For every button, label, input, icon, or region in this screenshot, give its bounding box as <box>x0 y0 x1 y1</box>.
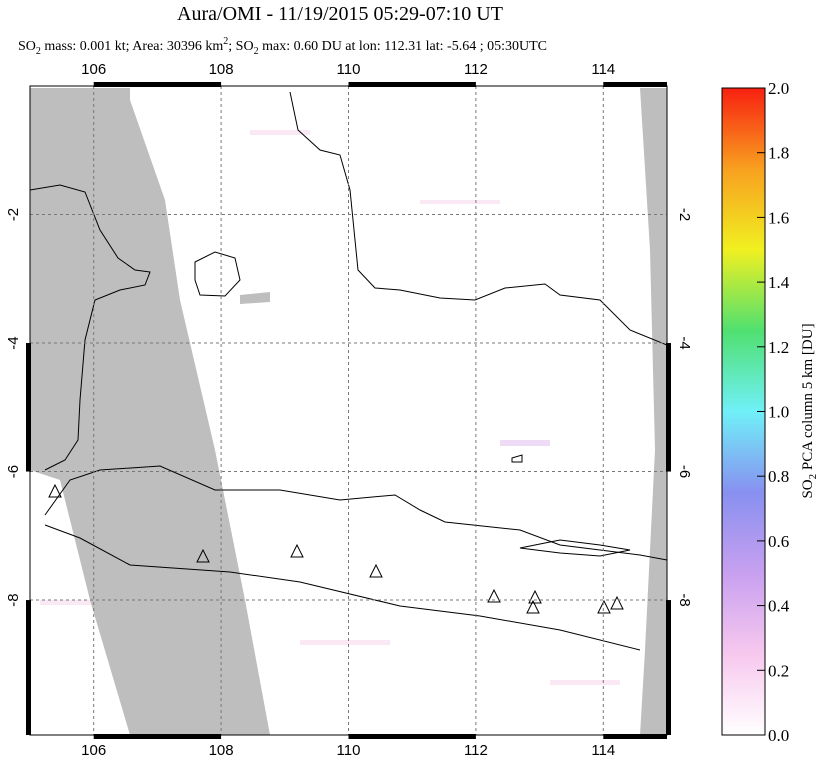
grid <box>30 86 667 735</box>
colorbar-tick-label: 1.4 <box>768 273 790 292</box>
frame-bar <box>666 343 671 472</box>
coastline-sumatra <box>30 184 151 471</box>
x-tick-label: 108 <box>209 742 234 759</box>
x-tick-label: 110 <box>337 61 361 78</box>
y-tick-label: -8 <box>5 593 22 606</box>
colorbar-tick-label: 0.2 <box>768 661 789 680</box>
colorbar-tick-label: 1.6 <box>768 208 789 227</box>
volcano <box>290 543 304 558</box>
colorbar-label-part: PCA column 5 km [DU] <box>800 323 816 473</box>
x-tick-label: 112 <box>464 742 488 759</box>
subtitle-sup: 2 <box>223 36 228 47</box>
frame-border <box>29 85 668 736</box>
map-area <box>30 86 667 735</box>
colorbar-tick-label: 2.0 <box>768 79 789 98</box>
y-tick-label: -2 <box>676 208 693 221</box>
frame-bar <box>93 734 222 739</box>
x-tick-label: 114 <box>591 61 615 78</box>
faint-so2 <box>40 130 620 685</box>
no-data-region <box>240 292 270 304</box>
y-tick-label: -4 <box>676 336 693 349</box>
coastline-borneo <box>289 91 667 346</box>
x-tick-label: 108 <box>209 61 234 78</box>
colorbar-label: SO2 PCA column 5 km [DU] <box>800 323 819 498</box>
subtitle-part: ; SO <box>228 39 253 54</box>
x-tick-label: 106 <box>81 742 106 759</box>
volcano-markers <box>48 483 624 614</box>
frame-bar <box>93 82 222 87</box>
coastline-madura <box>519 539 631 557</box>
subtitle-part: max: 0.60 DU at lon: 112.31 lat: -5.64 ;… <box>259 39 547 54</box>
map-frame <box>26 82 671 739</box>
colorbar-tick-label: 1.2 <box>768 338 789 357</box>
no-data-region <box>30 88 270 735</box>
subtitle: SO2 mass: 0.001 kt; Area: 30396 km2; SO2… <box>18 36 547 57</box>
colorbar-tick-label: 0.0 <box>768 726 789 745</box>
y-tick-label: -4 <box>5 336 22 349</box>
frame-bar <box>603 82 667 87</box>
volcano <box>48 483 62 498</box>
volcano <box>528 589 542 604</box>
y-tick-label: -8 <box>676 593 693 606</box>
subtitle-part: SO <box>18 39 36 54</box>
colorbar-label-sub: 2 <box>807 474 819 480</box>
x-tick-label: 114 <box>591 742 615 759</box>
x-tick-label: 112 <box>464 61 488 78</box>
volcano <box>597 599 611 614</box>
y-tick-label: -2 <box>5 208 22 221</box>
x-tick-label: 110 <box>337 742 361 759</box>
volcano <box>526 599 540 614</box>
title: Aura/OMI - 11/19/2015 05:29-07:10 UT <box>177 3 503 25</box>
colorbar-label-part: SO <box>800 479 816 498</box>
frame-bar <box>26 600 31 735</box>
volcano <box>487 588 501 603</box>
subtitle-part: mass: 0.001 kt; Area: 30396 km <box>41 39 223 54</box>
y-tick-label: -6 <box>5 465 22 478</box>
no-data-region <box>75 470 140 510</box>
frame-bar <box>666 600 671 735</box>
colorbar-ticks: 0.0 0.2 0.4 0.6 0.8 1.0 1.2 1.4 1.6 1.8 2.0 <box>757 79 790 745</box>
frame-bar <box>603 734 667 739</box>
colorbar-tick-label: 0.6 <box>768 532 789 551</box>
coastline-java-south <box>44 524 641 651</box>
no-data-region <box>640 88 667 735</box>
x-tick-label: 106 <box>81 61 106 78</box>
colorbar-tick-label: 0.4 <box>768 597 790 616</box>
coastlines <box>30 91 667 651</box>
subtitle-sub: 2 <box>254 46 259 57</box>
colorbar-tick-label: 1.8 <box>768 144 789 163</box>
coastline-island <box>511 454 523 463</box>
volcano <box>369 563 383 578</box>
subtitle-sub: 2 <box>36 46 41 57</box>
frame-bar <box>348 82 476 87</box>
volcano <box>196 548 210 563</box>
volcano <box>610 595 624 610</box>
y-tick-label: -6 <box>676 465 693 478</box>
frame-bar <box>26 343 31 472</box>
coastline-belitung <box>194 251 241 297</box>
colorbar-tick-label: 1.0 <box>768 403 789 422</box>
colorbar-tick-label: 0.8 <box>768 467 789 486</box>
coastline-java-north <box>44 465 667 561</box>
frame-bar <box>348 734 476 739</box>
